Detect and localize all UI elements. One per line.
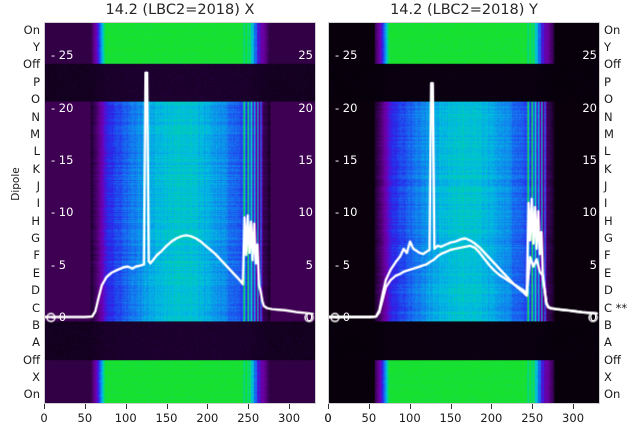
x-tick-label-x-6: 300 [278, 411, 301, 425]
category-label-right-12: G [604, 231, 613, 246]
category-label-right-15: D [604, 283, 613, 298]
x-tick-y-2 [409, 404, 411, 409]
x-tick-x-2 [125, 404, 127, 409]
x-tick-label-x-4: 200 [196, 411, 219, 425]
category-label-left-8: K [32, 161, 40, 176]
category-label-right-2: Off [604, 57, 621, 72]
x-tick-label-y-6: 300 [562, 411, 585, 425]
category-label-left-10: I [36, 196, 40, 211]
heatmap-canvas-y [329, 23, 599, 403]
category-label-right-7: L [604, 144, 611, 159]
category-label-right-4: O [604, 92, 614, 107]
heatmap-canvas-x [45, 23, 315, 403]
x-tick-x-1 [84, 404, 86, 409]
panel-title-x: 14.2 (LBC2=2018) X [105, 2, 255, 18]
x-tick-x-3 [166, 404, 168, 409]
x-tick-label-x-1: 50 [77, 411, 93, 425]
x-tick-label-x-2: 100 [114, 411, 137, 425]
category-label-right-9: J [604, 178, 608, 193]
category-label-right-13: F [604, 248, 611, 263]
category-label-left-17: B [32, 317, 40, 332]
x-tick-y-5 [532, 404, 534, 409]
x-axis-panel-x: 0 50 100 150 200 250 300 0 [40, 404, 332, 438]
panel-title-y: 14.2 (LBC2=2018) Y [390, 2, 538, 18]
category-label-right-21: On [604, 387, 621, 402]
category-label-right-11: H [604, 213, 613, 228]
x-tick-label-y-5: 250 [521, 411, 544, 425]
category-label-right-1: Y [604, 40, 612, 55]
category-label-left-18: A [32, 335, 40, 350]
x-tick-label-x-0: 0 [40, 411, 48, 425]
x-tick-label-x-3: 150 [155, 411, 178, 425]
category-label-left-11: H [31, 213, 40, 228]
category-label-right-8: K [604, 161, 612, 176]
category-label-right-20: X [604, 369, 612, 384]
category-label-right-17: B [604, 317, 612, 332]
x-tick-x-4 [207, 404, 209, 409]
category-axis-left: On Y Off P O N M L K J I H G F E D C B A Off X On [2, 22, 42, 404]
category-label-right-18: A [604, 335, 612, 350]
x-tick-x-0 [44, 404, 45, 409]
category-label-right-0: On [604, 22, 621, 37]
x-tick-label-y-0: 0 [324, 411, 332, 425]
category-label-right-5: N [604, 109, 613, 124]
x-tick-label-y-1: 50 [361, 411, 377, 425]
category-label-right-3: P [604, 74, 611, 89]
x-tick-label-y-3: 150 [439, 411, 462, 425]
x-tick-y-6 [573, 404, 575, 409]
x-tick-label-y-2: 100 [398, 411, 421, 425]
category-label-left-0: On [23, 22, 40, 37]
category-label-left-21: On [23, 387, 40, 402]
x-tick-y-3 [450, 404, 452, 409]
category-label-left-16: C [31, 300, 40, 315]
category-label-left-14: E [32, 265, 40, 280]
category-label-left-19: Off [23, 352, 40, 367]
x-tick-label-y-4: 200 [480, 411, 503, 425]
category-label-left-1: Y [32, 40, 40, 55]
category-label-right-10: I [604, 196, 608, 211]
x-tick-y-1 [368, 404, 370, 409]
x-tick-label-x-tail: 0 [324, 411, 332, 425]
category-label-right-19: Off [604, 352, 621, 367]
category-label-left-5: N [31, 109, 40, 124]
category-label-left-3: P [33, 74, 40, 89]
category-label-right-14: E [604, 265, 612, 280]
category-label-right-16: C ** [604, 300, 628, 315]
category-label-left-6: M [30, 126, 40, 141]
category-axis-right: On Y Off P O N M L K J I H G F E D C ** B A Off X On [600, 22, 640, 404]
category-label-left-9: J [36, 178, 40, 193]
category-label-left-4: O [30, 92, 40, 107]
category-label-right-6: M [604, 126, 614, 141]
x-tick-label-x-5: 250 [237, 411, 260, 425]
x-tick-y-0 [328, 404, 329, 409]
x-tick-x-5 [248, 404, 250, 409]
x-axis-panel-y: 0 50 100 150 200 250 300 [324, 404, 600, 438]
category-label-left-2: Off [23, 57, 40, 72]
x-tick-x-6 [289, 404, 291, 409]
category-label-left-13: F [33, 248, 40, 263]
category-label-left-20: X [32, 369, 40, 384]
x-tick-y-4 [491, 404, 493, 409]
category-label-left-12: G [31, 231, 40, 246]
category-label-left-15: D [31, 283, 40, 298]
category-label-left-7: L [33, 144, 40, 159]
